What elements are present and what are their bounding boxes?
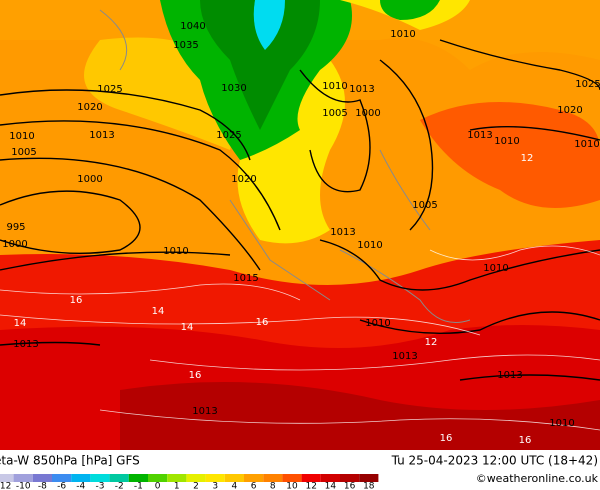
title: eta-W 850hPa [hPa] GFS [0, 454, 140, 468]
theta-labels: 16 14 14 16 16 14 12 16 16 12 [14, 153, 534, 446]
theta-label: 14 [152, 306, 165, 317]
isobar-label: 1000 [77, 174, 102, 185]
isobar-label: 1040 [180, 21, 205, 32]
colorbar-label: 10 [286, 482, 298, 490]
colorbar-swatch [32, 474, 52, 482]
isobar-label: 1010 [9, 131, 34, 142]
isobar-label: 1013 [192, 406, 217, 417]
theta-label: 16 [440, 433, 453, 444]
isobar-label: 1010 [494, 136, 519, 147]
theta-label: 14 [181, 322, 194, 333]
isobar-label: 1010 [483, 263, 508, 274]
isobar-label: 1035 [173, 40, 198, 51]
colorbar-label: -10 [16, 482, 31, 490]
isobar-label: 1013 [330, 227, 355, 238]
colorbar-label: -2 [115, 482, 124, 490]
theta-label: 14 [14, 318, 27, 329]
isobar-label: 1010 [357, 240, 382, 251]
isobar-label: 1025 [97, 84, 122, 95]
isobar-label: 995 [6, 222, 25, 233]
colorbar-swatch [244, 474, 264, 482]
colorbar-label: 12 [305, 482, 316, 490]
colorbar-label: 8 [270, 482, 276, 490]
colorbar-label: 18 [363, 482, 375, 490]
isobar-label: 1005 [322, 108, 347, 119]
theta-label: 16 [70, 295, 83, 306]
isobar-label: 1013 [467, 130, 492, 141]
colorbar-label: 3 [212, 482, 218, 490]
isobar-label: 1010 [163, 246, 188, 257]
credit: ©weatheronline.co.uk [476, 472, 599, 485]
colorbar-swatch [359, 474, 379, 482]
colorbar-label: -12 [0, 482, 11, 490]
colorbar-swatch [301, 474, 321, 482]
colorbar-label: -8 [38, 482, 47, 490]
isobar-label: 1025 [575, 79, 600, 90]
colorbar-swatch [128, 474, 148, 482]
colorbar-swatch [340, 474, 360, 482]
isobar-label: 1013 [497, 370, 522, 381]
isobar-label: 1000 [355, 108, 380, 119]
theta-label: 12 [425, 337, 438, 348]
colorbar-label: -1 [134, 482, 143, 490]
colorbar-label: 1 [174, 482, 180, 490]
colorbar-swatch [13, 474, 33, 482]
colorbar-label: 4 [232, 482, 238, 490]
isobar-label: 1015 [233, 273, 258, 284]
footer [0, 450, 600, 490]
colorbar-label: -3 [96, 482, 105, 490]
colorbar-label: 0 [155, 482, 161, 490]
isobar-label: 1005 [412, 200, 437, 211]
colorbar-label: 16 [344, 482, 356, 490]
isobar-label: 1013 [13, 339, 38, 350]
colorbar-swatch [148, 474, 168, 482]
colorbar-label: -4 [76, 482, 85, 490]
colorbar-swatch [71, 474, 91, 482]
theta-label: 16 [519, 435, 532, 446]
isobar-label: 1020 [557, 105, 582, 116]
colorbar-swatch [224, 474, 244, 482]
colorbar-swatch [186, 474, 206, 482]
isobar-label: 1013 [392, 351, 417, 362]
colorbar-label: 6 [251, 482, 257, 490]
colorbar-swatch [263, 474, 283, 482]
isobar-label: 1020 [231, 174, 256, 185]
colorbar-label: 14 [325, 482, 337, 490]
theta-label: 12 [521, 153, 534, 164]
theta-label: 16 [189, 370, 202, 381]
map-field [0, 0, 600, 450]
isobar-label: 1000 [2, 239, 27, 250]
colorbar-swatch [109, 474, 129, 482]
datetime: Tu 25-04-2023 12:00 UTC (18+42) [391, 454, 598, 468]
isobar-label: 1020 [77, 102, 102, 113]
theta-label: 16 [256, 317, 269, 328]
isobar-label: 1013 [89, 130, 114, 141]
isobar-label: 1010 [574, 139, 599, 150]
colorbar-swatch [282, 474, 302, 482]
colorbar-label: 2 [193, 482, 199, 490]
isobar-labels: 1040 1035 1030 1025 1020 1010 1005 1013 1025 1000… [2, 21, 600, 429]
isobar-label: 1013 [349, 84, 374, 95]
isobar-label: 1030 [221, 83, 246, 94]
isobar-label: 1010 [390, 29, 415, 40]
isobar-label: 1005 [11, 147, 36, 158]
isobar-label: 1010 [322, 81, 347, 92]
colorbar-swatch [0, 474, 14, 482]
colorbar-swatch [320, 474, 340, 482]
isobar-label: 1010 [365, 318, 390, 329]
isobar-label: 1010 [549, 418, 574, 429]
colorbar-swatch [90, 474, 110, 482]
colorbar-label: -6 [57, 482, 66, 490]
isobar-label: 1025 [216, 130, 241, 141]
colorbar-swatch [52, 474, 72, 482]
colorbar-swatch [167, 474, 187, 482]
colorbar-swatch [205, 474, 225, 482]
